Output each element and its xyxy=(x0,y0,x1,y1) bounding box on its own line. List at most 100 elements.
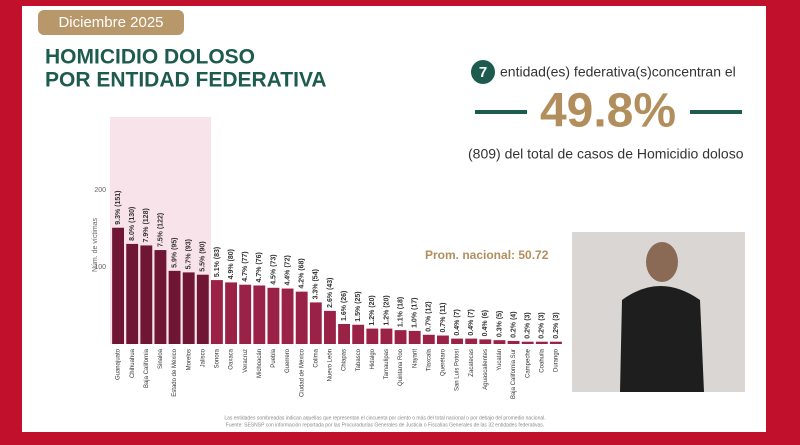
title: HOMICIDIO DOLOSO xyxy=(45,46,255,69)
x-tick-label: Coahuila xyxy=(539,348,545,372)
bar xyxy=(281,288,294,344)
footnote: Las entidades sombreadas indican aquella… xyxy=(224,415,545,421)
x-tick-label: Baja California xyxy=(144,348,150,388)
bar xyxy=(535,341,548,344)
x-tick-label: Ciudad de México xyxy=(299,348,305,397)
x-tick-label: Guanajuato xyxy=(116,348,122,380)
x-tick-label: Zacatecas xyxy=(469,349,475,377)
x-tick-label: Yucatán xyxy=(497,349,503,371)
badge-count: 7 xyxy=(479,64,487,81)
bar xyxy=(267,287,280,344)
rule xyxy=(690,110,742,114)
bar xyxy=(493,340,506,344)
x-tick-label: Campeche xyxy=(525,348,531,378)
value-label: 5.1% (83) xyxy=(214,247,221,277)
value-label: 0.2% (3) xyxy=(539,312,546,338)
value-label: 5.7% (93) xyxy=(186,239,193,269)
value-label: 0.7% (11) xyxy=(440,303,447,333)
value-label: 4.4% (72) xyxy=(284,255,291,285)
value-label: 0.7% (12) xyxy=(426,301,433,331)
value-label: 1.6% (26) xyxy=(341,291,348,321)
value-label: 4.2% (68) xyxy=(299,258,306,288)
value-label: 0.2% (3) xyxy=(553,312,560,338)
x-tick-label: Morelos xyxy=(186,349,192,370)
bar xyxy=(338,323,350,344)
bar xyxy=(451,338,463,344)
x-tick-label: Durango xyxy=(554,348,560,372)
value-label: 5.5% (90) xyxy=(200,241,207,271)
x-tick-label: Aguascalientes xyxy=(483,349,489,390)
value-label: 4.9% (80) xyxy=(228,249,235,279)
value-label: 4.7% (76) xyxy=(256,252,263,282)
x-tick-label: Tabasco xyxy=(356,348,362,371)
value-label: 0.2% (3) xyxy=(525,312,532,338)
bar xyxy=(182,272,195,344)
x-tick-label: Hidalgo xyxy=(370,348,376,369)
x-tick-label: Sonora xyxy=(215,348,221,368)
bar xyxy=(550,341,562,344)
bar xyxy=(211,280,223,344)
bar xyxy=(309,302,322,344)
x-tick-label: Tamaulipas xyxy=(384,349,390,379)
bar xyxy=(324,310,336,344)
value-label: 3.3% (54) xyxy=(313,269,320,299)
bar xyxy=(196,274,209,344)
title: POR ENTIDAD FEDERATIVA xyxy=(45,69,327,92)
bar xyxy=(253,285,266,344)
badge xyxy=(471,60,495,84)
bar xyxy=(154,250,167,344)
bar xyxy=(140,245,153,344)
value-label: 9.3% (151) xyxy=(115,190,122,224)
interpreter-head xyxy=(646,242,678,282)
x-tick-label: Chiapas xyxy=(342,349,348,371)
bar xyxy=(479,339,492,344)
source: Fuente: SESNSP con información reportada… xyxy=(226,422,544,428)
bar xyxy=(112,227,124,344)
bar xyxy=(394,330,407,344)
percent: 49.8% xyxy=(540,85,676,138)
x-tick-label: Veracruz xyxy=(243,349,249,373)
bar xyxy=(295,291,308,344)
value-label: 1.2% (20) xyxy=(383,295,390,325)
value-label: 1.2% (20) xyxy=(369,295,376,325)
x-tick-label: Baja California Sur xyxy=(511,349,517,399)
date-pill xyxy=(38,10,184,35)
bar xyxy=(408,330,421,344)
bar xyxy=(437,335,449,344)
x-tick-label: Puebla xyxy=(271,348,277,367)
bar xyxy=(126,243,139,344)
x-tick-label: San Luis Potosí xyxy=(455,349,461,391)
value-label: 0.4% (7) xyxy=(468,309,475,335)
x-tick-label: Jalisco xyxy=(200,348,206,367)
value-label: 2.6% (43) xyxy=(327,278,334,308)
bar xyxy=(521,341,534,344)
x-tick-label: Tlaxcala xyxy=(426,348,432,371)
value-label: 0.4% (7) xyxy=(454,309,461,335)
x-tick-label: Colima xyxy=(313,348,319,367)
x-tick-label: Estado de México xyxy=(172,348,178,396)
bar xyxy=(225,282,237,344)
value-label: 1.5% (25) xyxy=(355,291,362,321)
x-tick-label: Guerrero xyxy=(285,348,291,373)
x-tick-label: Oaxaca xyxy=(229,348,235,369)
interpreter-body xyxy=(620,286,704,392)
x-tick-label: Quintana Roo xyxy=(398,348,404,386)
value-label: 1.0% (17) xyxy=(412,298,419,328)
value-label: 1.1% (18) xyxy=(397,297,404,327)
x-tick-label: Chihuahua xyxy=(130,348,136,378)
bar xyxy=(366,328,379,344)
bar xyxy=(380,328,393,344)
annotation: Prom. nacional: 50.72 xyxy=(425,248,549,262)
value-label: 0.2% (4) xyxy=(510,311,517,337)
value-label: 5.9% (95) xyxy=(171,237,178,267)
summary-text: entidad(es) federativa(s)concentran el xyxy=(500,64,736,80)
bar xyxy=(168,270,181,344)
x-tick-label: Sinaloa xyxy=(158,348,164,369)
bar xyxy=(352,324,365,344)
bar xyxy=(507,340,520,344)
summary-detail: (809) del total de casos de Homicidio do… xyxy=(468,146,744,162)
rule xyxy=(475,110,527,114)
value-label: 7.5% (122) xyxy=(157,213,164,247)
y-axis-label: Núm. de víctimas xyxy=(92,217,99,272)
